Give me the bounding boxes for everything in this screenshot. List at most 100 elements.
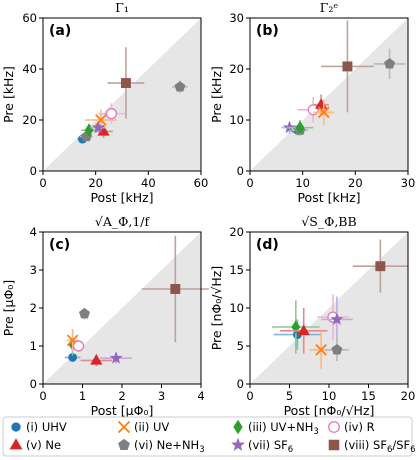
y-tick-label: 40	[22, 62, 37, 76]
data-point	[373, 48, 406, 80]
data-point	[90, 120, 107, 134]
legend-label: (i) UHV	[26, 420, 67, 434]
marker-square	[342, 61, 353, 72]
panel-d: 0 5 10 15 20 0 5 10 15 20 (d) Post [nΦ₀/√Hz] Pre [nΦ…	[209, 214, 415, 418]
legend-label: (ii) UV	[134, 420, 169, 434]
y-tick-label: 60	[22, 11, 37, 25]
x-tick-label: 5	[286, 389, 293, 403]
marker-open-circle	[105, 108, 118, 120]
marker-open-circle	[72, 340, 85, 352]
axes-frame	[42, 17, 202, 172]
x-tick-label: 0	[39, 389, 46, 403]
x-axis-label: Post [nΦ₀/√Hz]	[284, 403, 375, 418]
marker-diamond	[295, 120, 305, 135]
panel-b: 0 10 20 30 0 10 20 30 (b) Post [kHz] Pre [kHz] Γ₂ᵉ	[209, 0, 415, 205]
data-point	[309, 330, 333, 369]
legend: (i) UHV (ii) UV (iii) UV+NH3 (iv) R (v) Ne (v…	[2, 416, 416, 457]
legend-marker-triangle	[9, 438, 23, 450]
legend-item: (iii) UV+NH3	[233, 419, 319, 437]
data-point	[72, 340, 85, 352]
y-tick-label: 10	[229, 113, 244, 127]
legend-label: (vii) SF6	[248, 438, 293, 455]
panel-title: Γ₂ᵉ	[320, 0, 339, 15]
data-point	[64, 352, 81, 362]
diagonal-shade	[43, 18, 201, 171]
panel-title: √A_Φ,1/f	[95, 214, 151, 229]
x-tick-label: 15	[361, 389, 376, 403]
x-tick-label: 40	[141, 176, 156, 190]
marker-pentagon	[331, 344, 343, 355]
legend-label: (iv) R	[344, 420, 375, 434]
data-point	[272, 300, 320, 354]
y-tick-label: 0	[237, 164, 244, 178]
x-tick-label: 60	[194, 176, 209, 190]
y-tick-label: 0	[30, 377, 37, 391]
x-axis-label: Post [kHz]	[297, 190, 360, 205]
legend-label: (viii) SF6/SF6	[344, 438, 416, 455]
y-tick-label: 20	[229, 62, 244, 76]
panel-title: √S_Φ,BB	[301, 214, 356, 229]
data-point	[325, 338, 349, 362]
y-tick-label: 5	[237, 339, 244, 353]
x-tick-label: 20	[401, 389, 416, 403]
y-axis-label: Pre [kHz]	[1, 66, 16, 123]
legend-label: (iii) UV+NH3	[248, 420, 319, 437]
panel-letter: (d)	[256, 237, 279, 253]
legend-marker-x	[117, 420, 131, 434]
data-point	[98, 103, 125, 124]
panel-letter: (a)	[49, 23, 71, 39]
data-point	[100, 351, 132, 364]
legend-label: (v) Ne	[26, 438, 61, 452]
data-point	[80, 354, 113, 367]
diagonal-shade	[250, 232, 408, 384]
legend-marker-open-circle	[328, 421, 340, 433]
data-point	[313, 99, 335, 126]
y-axis-label: Pre [kHz]	[209, 66, 224, 123]
legend-label: (vi) Ne+NH3	[134, 438, 205, 455]
y-axis-label: Pre [nΦ₀/√Hz]	[209, 266, 224, 351]
marker-pentagon	[79, 307, 90, 319]
marker-square	[120, 78, 131, 88]
legend-item: (vii) SF6	[231, 437, 293, 455]
y-tick-label: 4	[30, 225, 37, 239]
marker-star	[91, 120, 105, 134]
x-tick-label: 2	[118, 389, 125, 403]
data-point	[280, 308, 328, 354]
data-point	[81, 123, 97, 137]
x-axis-label: Post [μΦ₀]	[91, 403, 154, 418]
y-axis-label: Pre [μΦ₀]	[1, 280, 16, 336]
y-tick-label: 3	[30, 263, 37, 277]
x-axis-label: Post [kHz]	[90, 190, 153, 205]
y-tick-label: 20	[22, 113, 37, 127]
legend-marker-diamond	[233, 419, 243, 435]
marker-triangle	[90, 354, 103, 365]
legend-marker-circle	[11, 422, 21, 432]
x-tick-label: 10	[322, 389, 337, 403]
y-tick-label: 0	[30, 164, 37, 178]
marker-pentagon	[384, 58, 396, 69]
data-point	[141, 235, 209, 343]
panel-c: 0 1 2 3 4 0 1 2 3 4 (c) Post [μΦ₀] Pre [μΦ₀] √A_Φ,1/f	[1, 214, 209, 418]
panel-letter: (b)	[256, 23, 279, 39]
x-tick-label: 30	[401, 176, 416, 190]
x-tick-label: 0	[246, 176, 253, 190]
data-point	[321, 20, 374, 113]
x-tick-label: 20	[348, 176, 363, 190]
marker-triangle	[97, 125, 110, 136]
x-tick-label: 20	[88, 176, 103, 190]
marker-square	[375, 261, 386, 272]
data-point	[352, 239, 408, 293]
y-tick-label: 0	[237, 377, 244, 391]
legend-box	[2, 416, 413, 457]
marker-triangle	[297, 324, 310, 335]
legend-item: (viii) SF6/SF6	[328, 438, 416, 455]
x-tick-label: 10	[295, 176, 310, 190]
y-tick-label: 20	[229, 225, 244, 239]
data-point	[286, 120, 314, 136]
y-tick-label: 2	[30, 301, 37, 315]
panel-a: 0 20 40 60 0 20 40 60 (a) Post [kHz] Pre [kHz] Γ₁	[1, 0, 208, 205]
data-point	[172, 80, 188, 94]
legend-item: (i) UHV	[11, 420, 67, 434]
panel-letter: (c)	[49, 237, 70, 253]
